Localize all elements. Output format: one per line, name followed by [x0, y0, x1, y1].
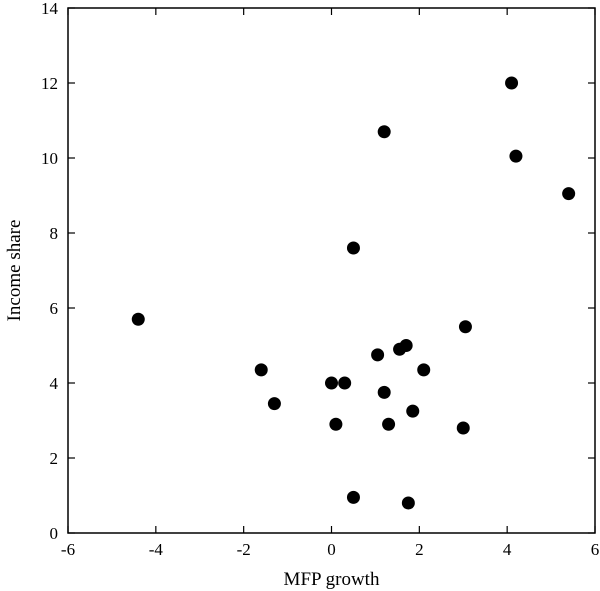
data-point [417, 363, 431, 377]
data-point [382, 417, 396, 431]
x-tick-label: -4 [149, 540, 164, 559]
data-point [509, 149, 523, 163]
data-point [346, 241, 360, 255]
y-tick-label: 14 [41, 0, 59, 18]
y-tick-label: 2 [50, 449, 59, 468]
x-tick-label: -6 [61, 540, 75, 559]
data-point [458, 320, 472, 334]
x-tick-label: 4 [503, 540, 512, 559]
x-tick-label: 2 [415, 540, 424, 559]
y-tick-label: 12 [41, 74, 58, 93]
x-tick-label: 6 [591, 540, 600, 559]
y-tick-label: 10 [41, 149, 58, 168]
y-tick-label: 8 [50, 224, 59, 243]
data-point [406, 404, 420, 418]
data-point [377, 125, 391, 139]
data-point [346, 490, 360, 504]
data-point [338, 376, 352, 390]
y-axis-label: Income share [4, 220, 25, 322]
data-point [456, 421, 470, 435]
x-tick-label: -2 [237, 540, 251, 559]
data-point [131, 312, 145, 326]
data-point [377, 385, 391, 399]
data-point [325, 376, 338, 390]
data-point [371, 348, 385, 362]
data-point [267, 397, 281, 411]
axis-ticks: -6 -4 -2 0 2 4 6 0 2 4 6 8 10 12 14 [41, 0, 599, 559]
x-axis-label: MFP growth [284, 569, 380, 590]
data-point [562, 187, 576, 201]
data-points [131, 76, 576, 510]
data-point [401, 496, 415, 510]
data-point [329, 417, 343, 431]
data-point [399, 339, 413, 352]
data-point [505, 76, 519, 90]
data-point [254, 363, 268, 377]
x-tick-label: 0 [327, 540, 336, 559]
y-tick-label: 0 [50, 524, 59, 543]
y-tick-label: 4 [50, 374, 59, 393]
y-tick-label: 6 [50, 299, 59, 318]
